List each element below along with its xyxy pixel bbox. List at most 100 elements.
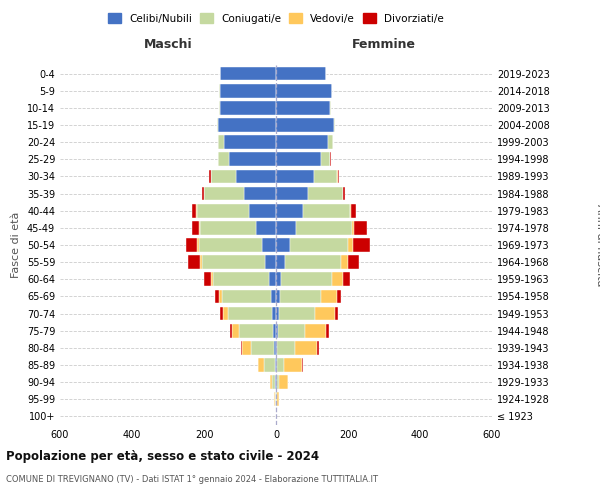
Bar (209, 170, 211, 183)
Bar (223, 290, 271, 304)
Bar (276, 272, 281, 286)
Bar (277, 376, 278, 389)
Bar (351, 204, 356, 218)
Bar (276, 221, 296, 234)
Text: COMUNE DI TREVIGNANO (TV) - Dati ISTAT 1° gennaio 2024 - Elaborazione TUTTITALIA: COMUNE DI TREVIGNANO (TV) - Dati ISTAT 1… (6, 475, 378, 484)
Bar (197, 204, 249, 218)
Bar (251, 341, 274, 354)
Bar (279, 306, 315, 320)
Bar (284, 358, 302, 372)
Bar (348, 238, 353, 252)
Bar (355, 221, 367, 234)
Bar (276, 290, 280, 304)
Bar (278, 376, 287, 389)
Bar (202, 256, 265, 269)
Bar (244, 186, 276, 200)
Bar (276, 306, 279, 320)
Bar (272, 306, 276, 320)
Bar (276, 66, 326, 80)
Bar (215, 290, 219, 304)
Bar (290, 238, 348, 252)
Bar (218, 152, 229, 166)
Bar (204, 272, 211, 286)
Bar (192, 221, 199, 234)
Bar (330, 101, 331, 114)
Bar (241, 341, 242, 354)
Bar (314, 170, 337, 183)
Bar (343, 272, 350, 286)
Bar (276, 358, 277, 372)
Bar (315, 306, 335, 320)
Bar (274, 392, 275, 406)
Text: Maschi: Maschi (143, 38, 193, 52)
Bar (269, 272, 276, 286)
Bar (276, 136, 328, 149)
Bar (271, 290, 276, 304)
Bar (276, 238, 290, 252)
Bar (285, 256, 341, 269)
Bar (276, 101, 330, 114)
Bar (204, 186, 244, 200)
Bar (211, 272, 213, 286)
Bar (305, 324, 326, 338)
Bar (220, 66, 276, 80)
Bar (200, 256, 202, 269)
Bar (265, 256, 276, 269)
Bar (259, 358, 264, 372)
Bar (239, 324, 274, 338)
Bar (341, 256, 348, 269)
Bar (276, 152, 321, 166)
Legend: Celibi/Nubili, Coniugati/e, Vedovi/e, Divorziati/e: Celibi/Nubili, Coniugati/e, Vedovi/e, Di… (105, 10, 447, 26)
Bar (353, 238, 370, 252)
Bar (229, 306, 272, 320)
Bar (276, 256, 285, 269)
Bar (328, 136, 332, 149)
Bar (213, 272, 269, 286)
Bar (211, 170, 236, 183)
Bar (220, 101, 276, 114)
Bar (348, 256, 359, 269)
Bar (276, 170, 314, 183)
Y-axis label: Fasce di età: Fasce di età (11, 212, 21, 278)
Bar (249, 204, 276, 218)
Bar (296, 221, 352, 234)
Bar (276, 324, 278, 338)
Bar (303, 204, 350, 218)
Bar (229, 152, 276, 166)
Bar (343, 186, 345, 200)
Bar (335, 306, 338, 320)
Bar (330, 152, 331, 166)
Bar (219, 290, 223, 304)
Bar (224, 136, 276, 149)
Bar (200, 221, 256, 234)
Bar (186, 238, 197, 252)
Bar (188, 256, 200, 269)
Bar (276, 204, 303, 218)
Bar (352, 221, 355, 234)
Bar (276, 186, 308, 200)
Bar (276, 118, 334, 132)
Bar (280, 290, 321, 304)
Bar (217, 118, 218, 132)
Text: Popolazione per età, sesso e stato civile - 2024: Popolazione per età, sesso e stato civil… (6, 450, 319, 463)
Bar (275, 376, 276, 389)
Bar (192, 204, 196, 218)
Bar (332, 272, 343, 286)
Bar (218, 118, 276, 132)
Bar (199, 238, 262, 252)
Bar (196, 204, 197, 218)
Bar (264, 358, 275, 372)
Bar (278, 324, 305, 338)
Y-axis label: Anni di nascita: Anni di nascita (595, 204, 600, 286)
Bar (326, 324, 329, 338)
Bar (321, 290, 337, 304)
Bar (236, 170, 276, 183)
Bar (334, 118, 335, 132)
Bar (317, 341, 319, 354)
Bar (321, 152, 330, 166)
Bar (218, 136, 224, 149)
Bar (277, 341, 295, 354)
Bar (308, 186, 343, 200)
Bar (274, 324, 276, 338)
Bar (269, 376, 272, 389)
